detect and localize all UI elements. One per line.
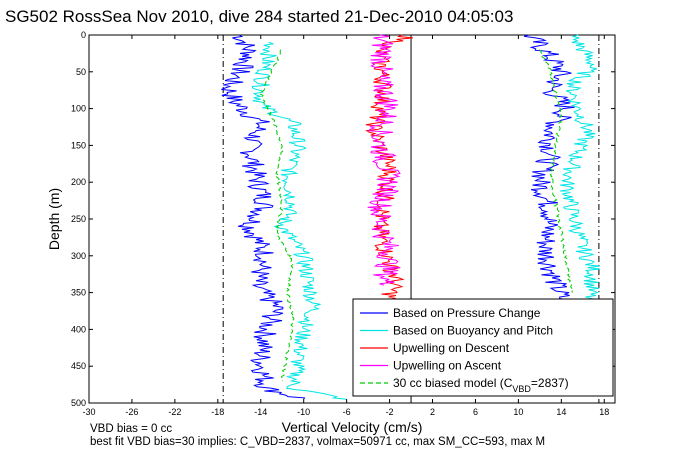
y-tick-label: 250 <box>71 214 86 224</box>
best-fit-annotation: best fit VBD bias=30 implies: C_VBD=2837… <box>90 436 545 448</box>
series-line-5-2 <box>539 49 573 293</box>
y-tick-label: 200 <box>71 177 86 187</box>
x-axis-label: Vertical Velocity (cm/s) <box>282 419 423 435</box>
y-tick-label: 50 <box>76 67 86 77</box>
x-tick-label: 14 <box>556 407 566 417</box>
y-axis: 0 50 100 150 200 250 300 350 400 450 500 <box>71 30 615 408</box>
series-line-1-1 <box>221 34 306 400</box>
y-tick-label: 350 <box>71 288 86 298</box>
y-tick-label: 300 <box>71 251 86 261</box>
x-tick-label: -10 <box>297 407 310 417</box>
legend-label: 30 cc biased model (CVBD=2837) <box>393 376 569 394</box>
series-line-3-1 <box>365 34 414 301</box>
series-line-2-2 <box>560 34 600 308</box>
legend-label: Upwelling on Ascent <box>393 359 502 373</box>
legend-label: Upwelling on Descent <box>393 341 510 355</box>
x-tick-label: 18 <box>599 407 609 417</box>
x-axis: -30 -26 -22 -18 -14 -10 -6 -2 2 6 10 14 18 <box>82 35 609 417</box>
series-line-4-1 <box>367 34 401 286</box>
x-tick-label: 2 <box>430 407 435 417</box>
y-tick-label: 100 <box>71 104 86 114</box>
legend-label: Based on Pressure Change <box>393 306 541 320</box>
series-line-1-2 <box>523 34 575 308</box>
x-tick-label: -30 <box>82 407 95 417</box>
x-tick-label: -18 <box>211 407 224 417</box>
x-tick-label: -14 <box>254 407 267 417</box>
x-tick-label: -2 <box>386 407 394 417</box>
series-layer <box>221 34 600 400</box>
x-tick-label: -22 <box>168 407 181 417</box>
legend-box <box>352 298 614 397</box>
x-tick-label: -6 <box>343 407 351 417</box>
x-tick-label: -26 <box>125 407 138 417</box>
legend: Based on Pressure Change Based on Buoyanc… <box>352 298 614 397</box>
chart-title: SG502 RossSea Nov 2010, dive 284 started… <box>5 7 513 26</box>
y-tick-label: 0 <box>81 30 86 40</box>
y-tick-label: 500 <box>71 398 86 408</box>
y-tick-label: 450 <box>71 361 86 371</box>
x-tick-label: 6 <box>473 407 478 417</box>
y-tick-label: 400 <box>71 324 86 334</box>
series-line-5-1 <box>258 49 295 382</box>
y-axis-label: Depth (m) <box>46 188 62 250</box>
x-tick-label: 10 <box>513 407 523 417</box>
legend-label: Based on Buoyancy and Pitch <box>393 324 553 338</box>
y-tick-label: 150 <box>71 140 86 150</box>
vbd-bias-annotation: VBD bias = 0 cc <box>90 423 172 435</box>
series-line-2-1 <box>251 41 347 400</box>
